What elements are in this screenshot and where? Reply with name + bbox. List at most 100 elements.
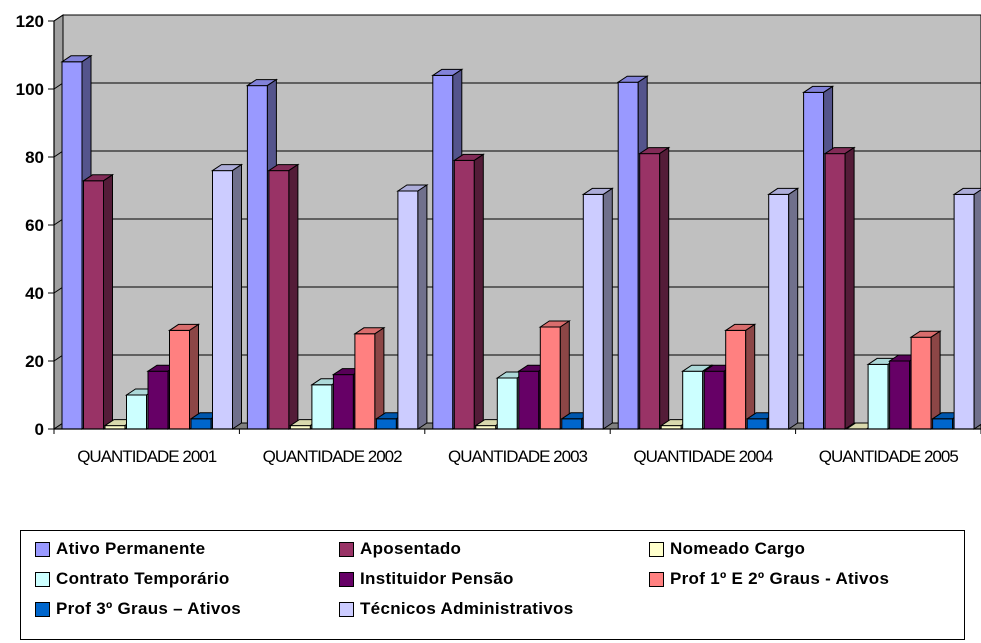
bar-front <box>519 371 539 429</box>
bar-front <box>562 419 582 429</box>
x-category-label: QUANTIDADE 2004 <box>633 447 773 466</box>
bar-front <box>170 330 190 429</box>
y-tick-label: 80 <box>25 148 44 167</box>
legend-label: Prof 3º Graus – Ativos <box>56 599 241 619</box>
bar <box>269 165 298 429</box>
bar-side <box>418 185 427 429</box>
bar-side <box>560 321 569 429</box>
y-axis-tick-labels: 020406080100120 <box>16 12 44 439</box>
bar-front <box>540 327 560 429</box>
legend-label: Ativo Permanente <box>56 539 205 559</box>
legend-item: Instituidor Pensão <box>339 567 514 591</box>
bar-side <box>474 154 483 429</box>
bar-front <box>497 378 517 429</box>
bar-front <box>825 154 845 429</box>
legend-item: Contrato Temporário <box>35 567 230 591</box>
legend-label: Contrato Temporário <box>56 569 230 589</box>
bar-front <box>640 154 660 429</box>
bar-front <box>247 86 267 429</box>
legend-swatch <box>649 572 664 587</box>
bar <box>911 331 940 429</box>
bar <box>170 324 199 429</box>
bar <box>954 188 981 429</box>
legend-swatch <box>35 572 50 587</box>
bar-side <box>603 188 612 429</box>
y-tick-label: 0 <box>35 420 44 439</box>
bar <box>355 328 384 429</box>
y-tick-label: 120 <box>16 12 44 31</box>
legend-label: Aposentado <box>360 539 461 559</box>
bar <box>540 321 569 429</box>
bar-front <box>376 419 396 429</box>
bar <box>769 188 798 429</box>
bar-front <box>312 385 332 429</box>
bar <box>640 148 669 429</box>
bar-front <box>191 419 211 429</box>
bar-front <box>269 171 289 429</box>
legend-item: Prof 3º Graus – Ativos <box>35 597 241 621</box>
bar-front <box>127 395 147 429</box>
bar-side <box>233 165 242 429</box>
bar-front <box>890 361 910 429</box>
bar <box>454 154 483 429</box>
y-tick-label: 40 <box>25 284 44 303</box>
bar <box>583 188 612 429</box>
bar-side <box>289 165 298 429</box>
bar-front <box>398 191 418 429</box>
bar <box>213 165 242 429</box>
legend-swatch <box>649 542 664 557</box>
bar-front <box>868 364 888 429</box>
bar <box>84 175 113 429</box>
legend-label: Prof 1º E 2º Graus - Ativos <box>670 569 889 589</box>
bar-front <box>804 92 824 429</box>
x-category-label: QUANTIDADE 2002 <box>263 447 403 466</box>
legend-swatch <box>339 572 354 587</box>
bar-front <box>726 330 746 429</box>
x-category-label: QUANTIDADE 2003 <box>448 447 588 466</box>
bar <box>825 148 854 429</box>
bar-side <box>190 324 199 429</box>
bar <box>398 185 427 429</box>
bar-front <box>148 371 168 429</box>
bar-front <box>747 419 767 429</box>
bar-front <box>933 419 953 429</box>
legend-item: Aposentado <box>339 537 461 561</box>
legend: Ativo Permanente Aposentado Nomeado Cargo C… <box>20 530 965 640</box>
bar-side <box>845 148 854 429</box>
bar-front <box>769 194 789 429</box>
legend-item: Técnicos Administrativos <box>339 597 573 621</box>
bar-side <box>789 188 798 429</box>
bar-side <box>974 188 981 429</box>
bar-front <box>213 171 233 429</box>
bar-front <box>433 75 453 429</box>
legend-label: Técnicos Administrativos <box>360 599 573 619</box>
x-axis-category-labels: QUANTIDADE 2001 QUANTIDADE 2002 QUANTIDADE… <box>77 447 958 466</box>
bar-side <box>660 148 669 429</box>
bar-side <box>746 324 755 429</box>
bar-front <box>454 160 474 429</box>
bar <box>726 324 755 429</box>
legend-item: Ativo Permanente <box>35 537 205 561</box>
legend-label: Nomeado Cargo <box>670 539 805 559</box>
bar-front <box>618 82 638 429</box>
legend-swatch <box>35 602 50 617</box>
bar-front <box>704 371 724 429</box>
bar-front <box>683 371 703 429</box>
bar-side <box>375 328 384 429</box>
bar-front <box>355 334 375 429</box>
legend-swatch <box>339 542 354 557</box>
bar-front <box>333 375 353 429</box>
bar-front <box>954 194 974 429</box>
legend-label: Instituidor Pensão <box>360 569 514 589</box>
bar-front <box>84 181 104 429</box>
x-category-label: QUANTIDADE 2001 <box>77 447 217 466</box>
y-tick-label: 20 <box>25 352 44 371</box>
bar-front <box>911 337 931 429</box>
legend-item: Prof 1º E 2º Graus - Ativos <box>649 567 889 591</box>
legend-swatch <box>35 542 50 557</box>
legend-swatch <box>339 602 354 617</box>
bar-front <box>62 62 82 429</box>
bar-front <box>583 194 603 429</box>
y-tick-label: 100 <box>16 80 44 99</box>
